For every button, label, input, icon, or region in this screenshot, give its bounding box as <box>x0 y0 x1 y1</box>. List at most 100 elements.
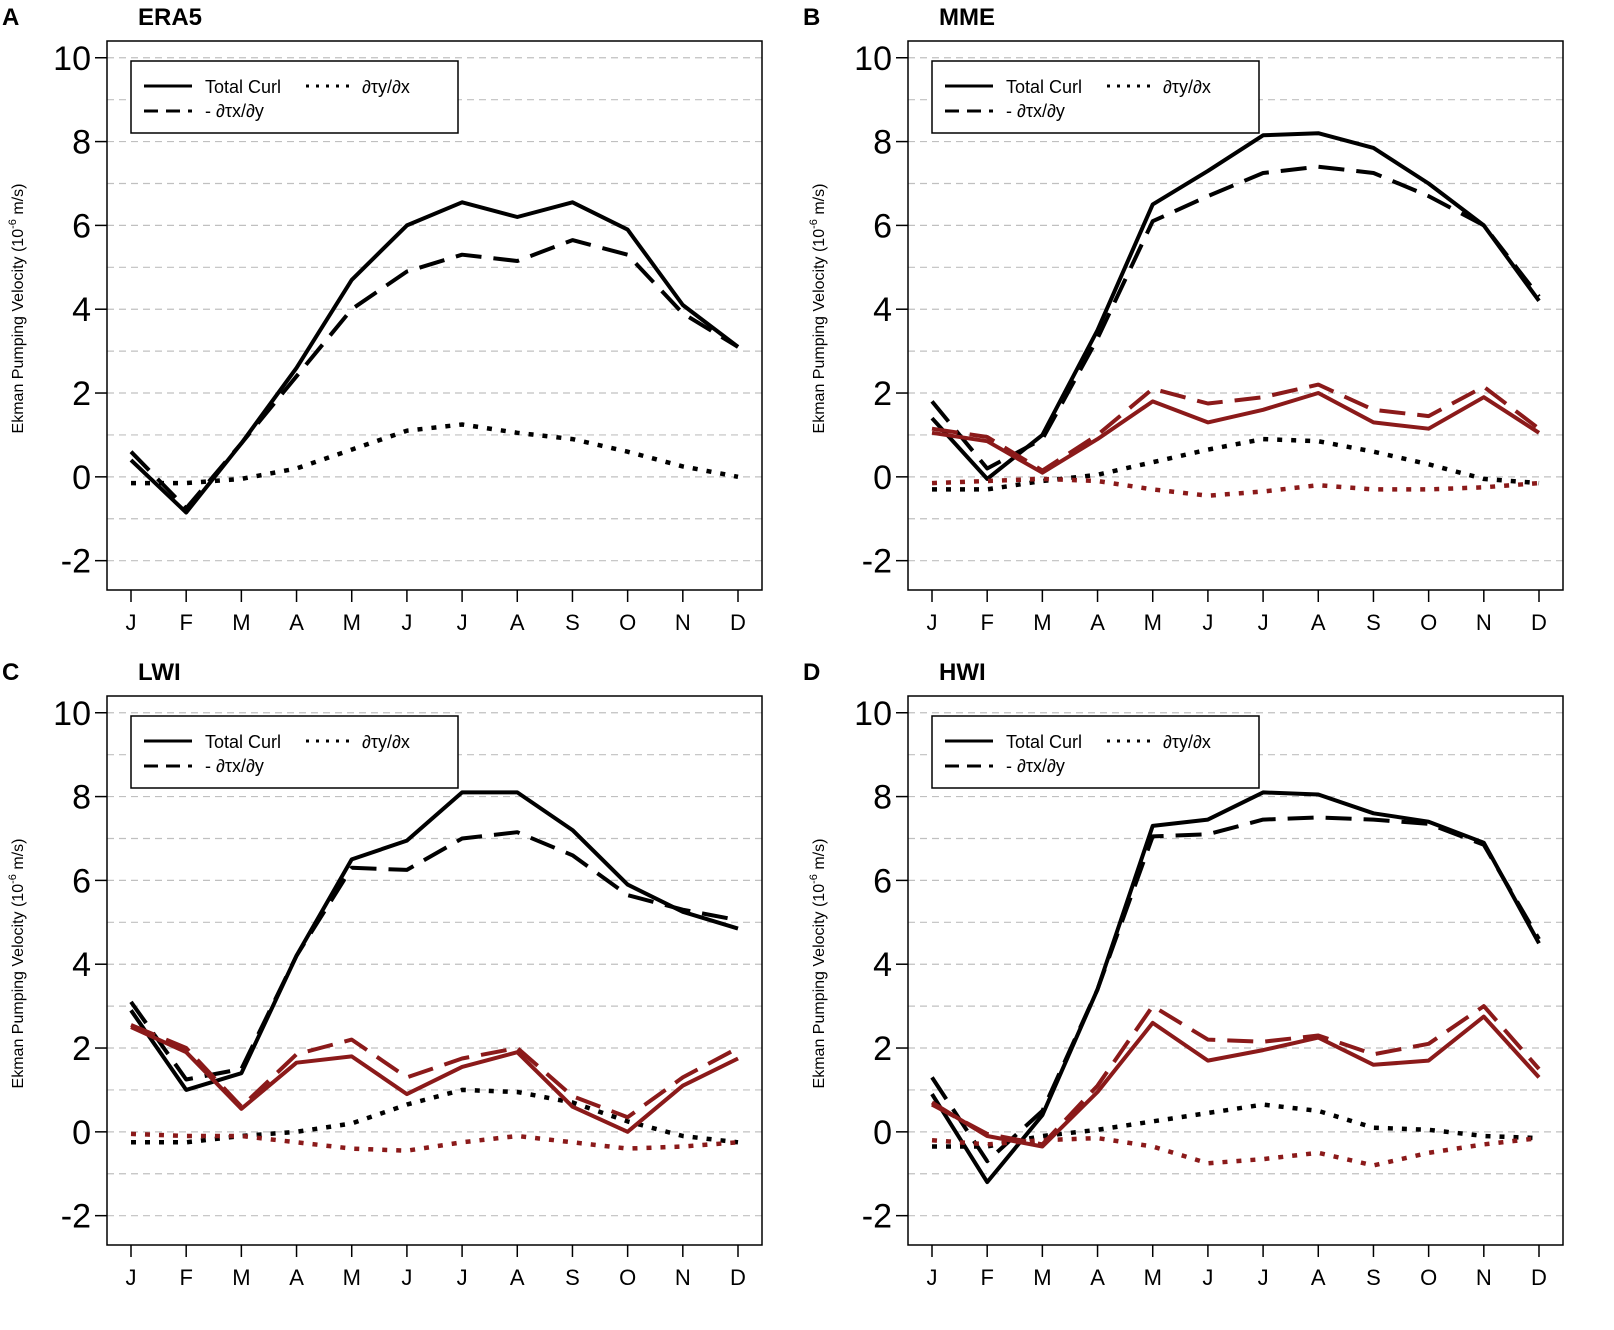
panel-title: MME <box>939 4 995 31</box>
legend-label-dty: ∂τy/∂x <box>1163 77 1211 97</box>
x-tick-label: J <box>126 610 137 635</box>
plot-frame <box>106 40 763 591</box>
legend: Total Curl - ∂τx/∂y ∂τy/∂x <box>931 60 1260 134</box>
x-tick-label: M <box>1144 1265 1162 1290</box>
x-tick-label: N <box>675 610 691 635</box>
y-axis-label: Ekman Pumping Velocity (10-6 m/s) <box>808 839 828 1089</box>
x-tick-label: F <box>980 1265 993 1290</box>
y-axis-label-exponent: -6 <box>7 874 19 884</box>
plot-frame <box>106 695 763 1246</box>
legend: Total Curl - ∂τx/∂y ∂τy/∂x <box>130 60 459 134</box>
x-tick-label: S <box>1366 610 1381 635</box>
panel-title: LWI <box>138 659 181 686</box>
x-tick-label: A <box>1090 1265 1105 1290</box>
y-tick-label: 6 <box>873 207 892 245</box>
x-tick-label: A <box>1311 610 1326 635</box>
legend-label-dtx: - ∂τx/∂y <box>205 756 264 776</box>
legend-box <box>931 60 1260 134</box>
series-line-red-dotted <box>931 1135 1540 1168</box>
x-tick-label: D <box>1531 1265 1547 1290</box>
series-line-red-dashed <box>931 1004 1541 1147</box>
series-line-black-solid <box>930 790 1541 1185</box>
x-tick-label: O <box>619 610 636 635</box>
panel-d: D HWI -2 0 2 4 6 8 10 J F M A M J J A S O N D Ekman Pumping V… <box>803 659 1564 1290</box>
y-axis-label: Ekman Pumping Velocity (10-6 m/s) <box>7 839 27 1089</box>
y-tick-label: 0 <box>873 459 892 497</box>
y-axis-label-text: Ekman Pumping Velocity (10 <box>10 229 27 434</box>
x-tick-label: J <box>927 1265 938 1290</box>
y-tick-label: 10 <box>53 695 91 733</box>
x-tick-label: M <box>232 610 250 635</box>
y-axis-label-text: Ekman Pumping Velocity (10 <box>811 229 828 434</box>
y-tick-label: 4 <box>873 291 892 329</box>
y-tick-label: 0 <box>873 1114 892 1152</box>
x-tick-label: J <box>457 1265 468 1290</box>
y-tick-label: 0 <box>72 1114 91 1152</box>
x-tick-label: J <box>401 1265 412 1290</box>
y-tick-label: 10 <box>854 695 892 733</box>
series-line-black-solid <box>930 131 1541 481</box>
legend: Total Curl - ∂τx/∂y ∂τy/∂x <box>130 715 459 789</box>
series-line-black-dotted <box>932 436 1540 492</box>
x-tick-label: M <box>1033 610 1051 635</box>
legend-label-dty: ∂τy/∂x <box>1163 732 1211 752</box>
x-tick-label: J <box>1258 1265 1269 1290</box>
x-tick-label: M <box>343 610 361 635</box>
x-tick-label: D <box>1531 610 1547 635</box>
x-tick-label: J <box>457 610 468 635</box>
series-line-red-dashed <box>931 382 1541 473</box>
x-tick-label: A <box>510 610 525 635</box>
series-line-black-dashed <box>129 830 739 1082</box>
legend: Total Curl - ∂τx/∂y ∂τy/∂x <box>931 715 1260 789</box>
y-axis-label-exponent: -6 <box>808 874 820 884</box>
legend-label-total-curl: Total Curl <box>1006 77 1082 97</box>
y-axis-label-unit: m/s) <box>811 184 828 220</box>
x-tick-label: S <box>1366 1265 1381 1290</box>
legend-label-dty: ∂τy/∂x <box>362 77 410 97</box>
series-line-black-solid <box>129 790 739 1092</box>
y-tick-label: 6 <box>72 207 91 245</box>
panel-b: B MME -2 0 2 4 6 8 10 J F M A M J J A S O N D Ekman Pumping V… <box>803 4 1564 635</box>
y-tick-label: -2 <box>862 543 892 581</box>
x-tick-label: F <box>179 1265 192 1290</box>
x-tick-label: A <box>510 1265 525 1290</box>
y-axis-label-exponent: -6 <box>808 219 820 229</box>
x-tick-label: D <box>730 1265 746 1290</box>
series-line-red-dotted <box>130 1131 739 1153</box>
series-line-red-dashed <box>130 1023 739 1120</box>
y-tick-label: -2 <box>61 543 91 581</box>
x-tick-label: O <box>619 1265 636 1290</box>
x-tick-label: M <box>232 1265 250 1290</box>
y-tick-label: 8 <box>873 779 892 817</box>
series-line-red-solid <box>931 391 1541 475</box>
y-tick-label: 2 <box>72 375 91 413</box>
x-tick-label: M <box>1144 610 1162 635</box>
x-tick-label: A <box>1311 1265 1326 1290</box>
series-line-black-dashed <box>930 815 1541 1164</box>
x-tick-label: J <box>126 1265 137 1290</box>
panel-title: ERA5 <box>138 4 202 31</box>
series-line-red-solid <box>930 1014 1541 1149</box>
y-tick-label: 2 <box>72 1030 91 1068</box>
y-tick-label: 8 <box>72 124 91 162</box>
y-tick-label: 0 <box>72 459 91 497</box>
y-tick-label: 4 <box>72 946 91 984</box>
x-tick-label: M <box>1033 1265 1051 1290</box>
panel-title: HWI <box>939 659 986 686</box>
panel-letter: D <box>803 659 820 686</box>
x-tick-label: A <box>1090 610 1105 635</box>
x-tick-label: J <box>1202 610 1213 635</box>
series-line-black-dotted <box>131 422 739 486</box>
panel-c: C LWI -2 0 2 4 6 8 10 J F M A M J J A S O N D Ekman Pumping V… <box>2 659 763 1290</box>
y-axis-label-unit: m/s) <box>10 184 27 220</box>
x-tick-label: J <box>1202 1265 1213 1290</box>
plot-frame <box>907 40 1564 591</box>
y-tick-label: 2 <box>873 1030 892 1068</box>
y-tick-label: 10 <box>854 40 892 78</box>
x-tick-label: F <box>980 610 993 635</box>
y-tick-label: 6 <box>873 862 892 900</box>
legend-box <box>931 715 1260 789</box>
x-tick-label: O <box>1420 1265 1437 1290</box>
legend-label-dtx: - ∂τx/∂y <box>1006 101 1065 121</box>
